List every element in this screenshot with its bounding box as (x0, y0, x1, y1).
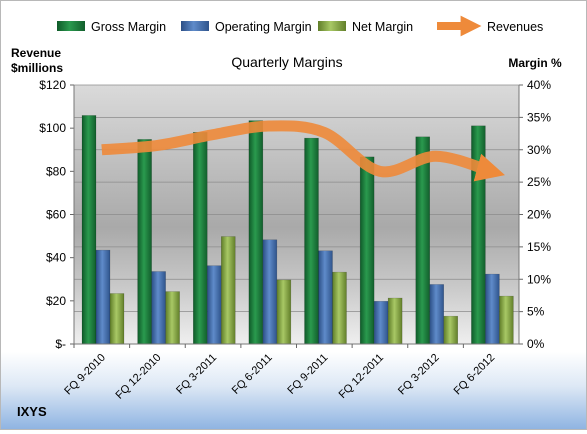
left-tick-label: $120 (39, 78, 66, 92)
left-tick-label: $20 (46, 294, 66, 308)
left-tick-label: $- (55, 337, 66, 351)
operating-margin-bar (151, 271, 166, 345)
left-axis-title-line2: $millions (11, 61, 63, 75)
operating-margin-bar (207, 265, 222, 345)
x-tick-label: FQ 9-2011 (285, 352, 330, 397)
right-tick-label: 0% (527, 337, 545, 351)
x-tick-label: FQ 6-2012 (452, 352, 498, 398)
gross-margin-bar (137, 139, 152, 345)
left-axis-title-line1: Revenue (11, 46, 61, 60)
revenue-line (101, 120, 505, 182)
net-margin-bar (332, 271, 347, 345)
net-margin-bar (443, 315, 458, 345)
gross-margin-bar (248, 120, 264, 345)
gross-margin-bar (359, 156, 375, 345)
x-tick-label: FQ 3-2012 (396, 352, 442, 398)
gross-margin-bar (471, 125, 486, 345)
x-tick-label: FQ 9-2010 (62, 352, 108, 398)
left-tick-label: $80 (46, 164, 66, 178)
company-label: IXYS (17, 404, 47, 419)
gross-margin-bar (81, 115, 97, 345)
right-tick-label: 15% (527, 240, 551, 254)
chart-title: Quarterly Margins (231, 54, 342, 70)
operating-margin-bar (95, 249, 111, 345)
x-tick-label: FQ 12-2010 (114, 352, 164, 402)
operating-margin-bar (485, 273, 500, 345)
net-margin-bar (276, 279, 292, 345)
right-tick-label: 35% (527, 110, 551, 124)
operating-margin-bar (429, 284, 444, 345)
legend-label: Net Margin (352, 20, 413, 34)
legend: Gross Margin Operating Margin Net Margin Re… (57, 15, 543, 37)
net-margin-bar (165, 291, 180, 345)
operating-margin-bar (373, 301, 389, 345)
legend-label: Revenues (487, 20, 543, 34)
revenue-line-path (101, 120, 505, 182)
gross-margin-bar (193, 132, 208, 345)
right-tick-label: 40% (527, 78, 551, 92)
left-tick-label: $60 (46, 208, 66, 222)
right-tick-label: 30% (527, 143, 551, 157)
right-tick-label: 20% (527, 208, 551, 222)
right-tick-label: 5% (527, 305, 545, 319)
legend-label: Gross Margin (91, 20, 166, 34)
gross-margin-bar (304, 137, 319, 345)
net-margin-bar (109, 293, 125, 345)
legend-swatch (318, 21, 346, 31)
left-tick-label: $40 (46, 251, 66, 265)
legend-swatch (181, 21, 209, 31)
right-tick-label: 10% (527, 272, 551, 286)
legend-label: Operating Margin (215, 20, 312, 34)
left-tick-label: $100 (39, 121, 66, 135)
right-axis-title: Margin % (508, 56, 562, 70)
net-margin-bar (221, 236, 236, 345)
legend-swatch (57, 21, 85, 31)
x-tick-label: FQ 12-2011 (337, 352, 386, 401)
net-margin-bar (387, 297, 403, 345)
operating-margin-bar (262, 239, 278, 345)
x-tick-label: FQ 6-2011 (230, 352, 275, 397)
gross-margin-bar (415, 136, 430, 345)
right-tick-label: 25% (527, 175, 551, 189)
net-margin-bar (499, 295, 514, 345)
operating-margin-bar (318, 250, 333, 345)
x-tick-label: FQ 3-2011 (174, 352, 219, 397)
